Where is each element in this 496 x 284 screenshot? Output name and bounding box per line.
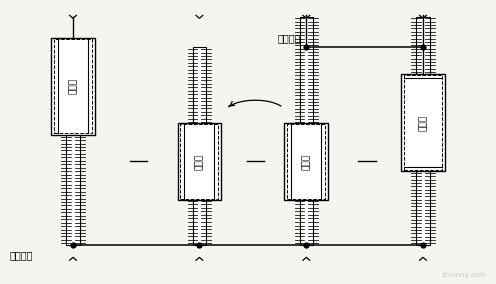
Text: 钉笼主筋: 钉笼主筋 (278, 33, 302, 43)
Bar (416, 17, 430, 74)
Bar (404, 76, 442, 170)
Bar (51, 37, 95, 135)
Bar (192, 47, 206, 124)
Bar (300, 17, 313, 124)
Bar (300, 199, 313, 245)
Bar (287, 124, 325, 199)
Text: zhulong.com: zhulong.com (441, 272, 486, 278)
Bar (178, 122, 221, 201)
Bar (192, 199, 206, 245)
Bar (66, 135, 80, 245)
Text: 钉笼主筋: 钉笼主筋 (10, 250, 33, 260)
Bar (401, 74, 445, 171)
Text: 连接器: 连接器 (195, 153, 204, 170)
Bar (181, 124, 218, 199)
Bar (284, 122, 328, 201)
Text: 连接器: 连接器 (68, 78, 77, 94)
Bar (54, 39, 92, 133)
Bar (416, 171, 430, 245)
Text: 连接器: 连接器 (419, 114, 428, 131)
Text: 连接器: 连接器 (302, 153, 311, 170)
